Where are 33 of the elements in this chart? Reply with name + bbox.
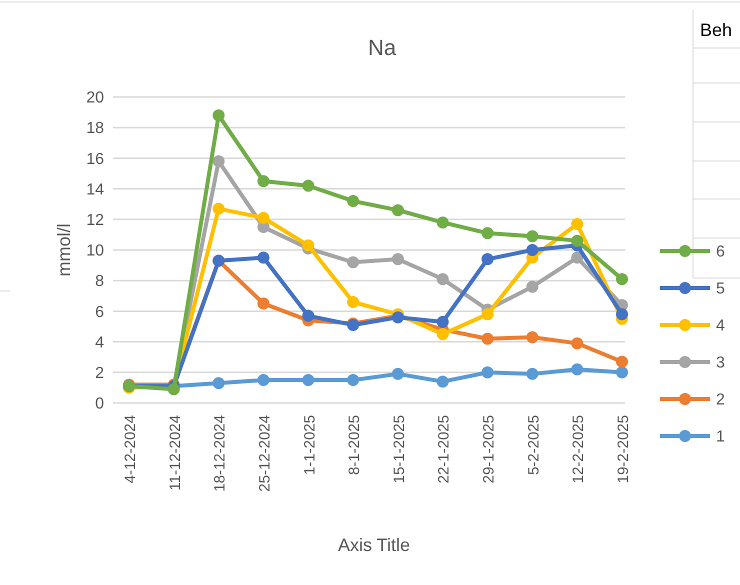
y-tick-label: 4 (95, 334, 104, 352)
x-tick-label: 22-1-2025 (436, 415, 453, 484)
legend-label: 5 (716, 280, 725, 298)
legend-label: 3 (716, 354, 725, 372)
x-tick-label: 4-12-2024 (122, 415, 139, 484)
y-tick-label: 0 (95, 396, 104, 413)
y-tick-label: 6 (95, 304, 104, 321)
legend-label: 1 (716, 428, 725, 446)
x-tick-label: 29-1-2025 (480, 415, 498, 484)
x-tick-label: 5-2-2025 (525, 415, 542, 476)
x-tick-label: 11-12-2024 (166, 415, 184, 491)
legend-label: 2 (716, 392, 725, 409)
x-axis-title: Axis Title (338, 535, 410, 555)
y-axis-title: mmol/l (54, 224, 74, 276)
y-tick-label: 14 (86, 181, 104, 198)
y-tick-label: 12 (86, 212, 104, 229)
x-tick-label: 19-2-2025 (615, 415, 632, 484)
y-tick-label: 16 (86, 150, 104, 168)
chart-title: Na (368, 35, 397, 60)
text: Beh (700, 20, 732, 40)
x-tick-label: 15-1-2025 (390, 415, 408, 484)
x-tick-label: 8-1-2025 (346, 415, 364, 476)
x-tick-label: 18-12-2024 (212, 415, 229, 492)
y-tick-label: 8 (95, 273, 104, 290)
legend-label: 6 (716, 244, 725, 261)
legend-label: 4 (716, 318, 725, 335)
y-tick-label: 2 (95, 365, 104, 382)
y-tick-label: 10 (86, 242, 104, 260)
y-tick-label: 18 (86, 120, 104, 138)
x-tick-label: 25-12-2024 (256, 415, 274, 492)
x-tick-label: 1-1-2025 (301, 415, 318, 476)
y-tick-label: 20 (86, 90, 104, 107)
x-tick-label: 12-2-2025 (570, 415, 588, 484)
